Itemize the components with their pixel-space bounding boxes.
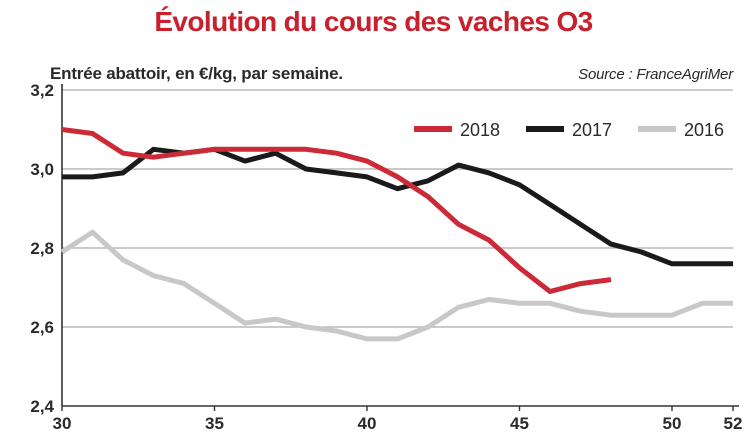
x-tick-label: 35 bbox=[205, 414, 224, 433]
grid-lines bbox=[62, 89, 733, 328]
x-tick-label: 45 bbox=[510, 414, 529, 433]
x-tick-label: 30 bbox=[53, 414, 72, 433]
y-tick-label: 2,6 bbox=[30, 318, 54, 337]
legend: 2018 2017 2016 bbox=[414, 120, 724, 140]
y-tick-label: 2,8 bbox=[30, 239, 54, 258]
y-tick-label: 2,4 bbox=[30, 397, 54, 416]
series-line-2017 bbox=[62, 146, 733, 267]
legend-label-2017: 2017 bbox=[572, 120, 612, 140]
y-tick-label: 3,2 bbox=[30, 81, 54, 100]
y-tick-label: 3,0 bbox=[30, 160, 54, 179]
series-line-2016 bbox=[60, 229, 733, 342]
legend-label-2016: 2016 bbox=[684, 120, 724, 140]
chart-subtitle: Entrée abattoir, en €/kg, par semaine. bbox=[50, 64, 343, 83]
chart-source: Source : FranceAgriMer bbox=[578, 66, 733, 83]
x-tick-label: 40 bbox=[358, 414, 377, 433]
axes: 2,4 2,6 2,8 3,0 3,2 30 35 40 45 50 52 bbox=[30, 81, 742, 433]
series-lines bbox=[60, 127, 733, 342]
chart-title: Évolution du cours des vaches O3 bbox=[154, 6, 593, 37]
legend-label-2018: 2018 bbox=[460, 120, 500, 140]
x-tick-label: 52 bbox=[724, 414, 743, 433]
x-tick-label: 50 bbox=[663, 414, 682, 433]
series-line-2018 bbox=[61, 127, 612, 294]
